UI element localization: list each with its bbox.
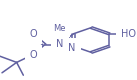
Text: O: O [29,29,37,39]
Text: O: O [29,50,37,60]
Text: N: N [56,39,64,49]
Text: Me: Me [53,24,66,33]
Text: HO: HO [121,29,136,39]
Text: N: N [68,43,76,53]
